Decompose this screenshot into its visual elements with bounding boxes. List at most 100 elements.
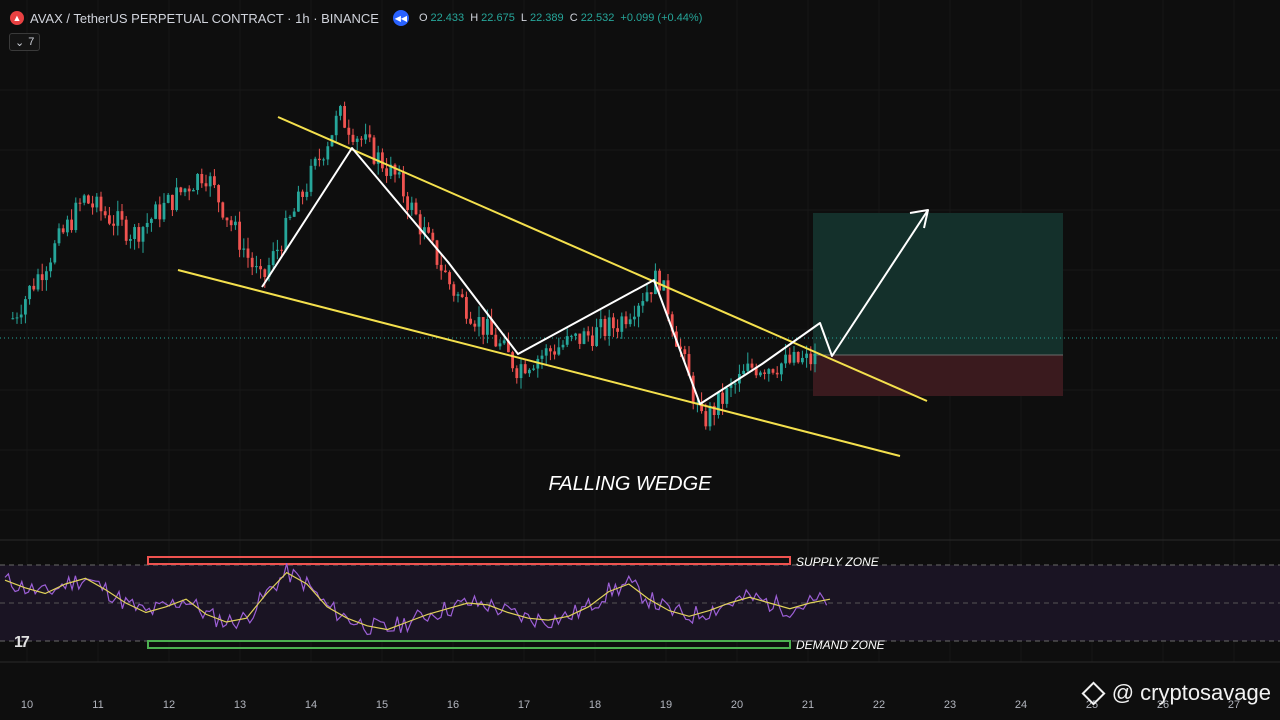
tradingview-logo-icon[interactable]: 17: [14, 634, 30, 651]
candle-body: [528, 369, 531, 374]
candle-body: [292, 211, 296, 217]
symbol-title[interactable]: AVAX / TetherUS PERPETUAL CONTRACT · 1h …: [30, 10, 379, 26]
candle-body: [599, 318, 603, 328]
candle-body: [435, 240, 439, 265]
candle-body: [410, 202, 414, 210]
candle-body: [670, 314, 674, 332]
author-watermark: @ cryptosavage: [1081, 680, 1271, 706]
candle-body: [658, 270, 661, 291]
candle-body: [721, 392, 724, 404]
candle-body: [712, 405, 716, 415]
candle-body: [544, 348, 548, 356]
time-tick-label: 16: [447, 699, 459, 711]
candle-body: [141, 227, 145, 242]
candle-body: [192, 190, 195, 192]
candle-body: [162, 202, 166, 220]
candle-body: [297, 191, 300, 212]
time-tick-label: 26: [1157, 699, 1169, 711]
candle-body: [70, 219, 73, 231]
candle-body: [288, 216, 292, 218]
candle-body: [717, 392, 720, 415]
candle-body: [154, 204, 157, 219]
candle-body: [805, 353, 808, 358]
supply-zone-label: SUPPLY ZONE: [796, 555, 880, 569]
candle-body: [301, 191, 304, 197]
candle-body: [263, 269, 267, 277]
candle-body: [284, 217, 288, 251]
candle-body: [343, 106, 346, 128]
stop-zone: [813, 355, 1063, 396]
candle-body: [561, 344, 565, 348]
candle-body: [742, 370, 745, 374]
ohlc-values: O 22.433 H 22.675 L 22.389 C 22.532 +0.099 (…: [418, 12, 703, 24]
candle-body: [780, 363, 783, 375]
candle-body: [549, 348, 552, 352]
candle-body: [40, 274, 44, 281]
candle-body: [759, 372, 762, 376]
candle-body: [15, 317, 19, 319]
candle-body: [364, 134, 367, 140]
candle-body: [347, 127, 351, 135]
candle-body: [28, 285, 31, 300]
candle-body: [45, 271, 48, 281]
candle-body: [53, 243, 57, 263]
candle-body: [108, 215, 111, 224]
time-tick-label: 20: [731, 699, 743, 711]
candle-body: [637, 305, 640, 317]
supply-zone-box: [147, 556, 791, 565]
candle-body: [208, 176, 212, 187]
candle-body: [502, 340, 506, 344]
candle-body: [116, 211, 120, 226]
candle-body: [494, 334, 498, 347]
candle-body: [250, 257, 254, 268]
candle-body: [427, 227, 430, 233]
candle-body: [813, 353, 817, 365]
candle-body: [246, 248, 250, 258]
candle-body: [729, 384, 733, 388]
chevron-down-icon: ⌄: [15, 36, 25, 49]
replay-icon[interactable]: ◀◀: [392, 10, 409, 26]
candle-body: [339, 106, 342, 116]
candle-body: [87, 195, 90, 204]
target-zone: [813, 213, 1063, 355]
candle-body: [171, 194, 174, 211]
candle-body: [704, 411, 708, 427]
candle-body: [276, 249, 279, 252]
time-tick-label: 12: [163, 699, 175, 711]
time-axis[interactable]: 10 11 12 13 14 15 16 17 18 19 20 21 22 23 24 25 26 27: [21, 699, 1240, 711]
candle-body: [145, 222, 149, 228]
candle-body: [498, 343, 502, 347]
candle-body: [490, 318, 493, 335]
candle-body: [792, 351, 796, 363]
candle-body: [351, 134, 355, 142]
candle-body: [179, 187, 183, 193]
candle-body: [507, 340, 510, 353]
candle-body: [19, 314, 23, 318]
candle-body: [305, 191, 309, 197]
candle-body: [666, 280, 670, 315]
candle-body: [481, 317, 485, 335]
rsi-line: [4, 563, 828, 636]
candle-body: [124, 219, 128, 241]
candle-body: [448, 272, 451, 285]
candle-body: [511, 352, 514, 369]
candle-body: [775, 372, 779, 375]
candle-body: [628, 319, 632, 325]
demand-zone-box: [147, 640, 791, 649]
candle-body: [150, 218, 153, 223]
candle-body: [133, 227, 136, 239]
time-tick-label: 19: [660, 699, 672, 711]
candle-body: [406, 196, 409, 210]
time-tick-label: 27: [1228, 699, 1240, 711]
candle-body: [746, 363, 750, 371]
wedge-upper-trendline: [277, 116, 928, 402]
candle-body: [523, 364, 527, 374]
wave-path-line: [261, 147, 929, 405]
symbol-header[interactable]: ▲ AVAX / TetherUS PERPETUAL CONTRACT · 1…: [10, 9, 705, 27]
candle-body: [112, 223, 115, 226]
indicators-toggle[interactable]: ⌄ 7: [9, 33, 41, 51]
candle-body: [595, 327, 598, 347]
candle-body: [607, 317, 611, 337]
candle-body: [385, 168, 388, 176]
